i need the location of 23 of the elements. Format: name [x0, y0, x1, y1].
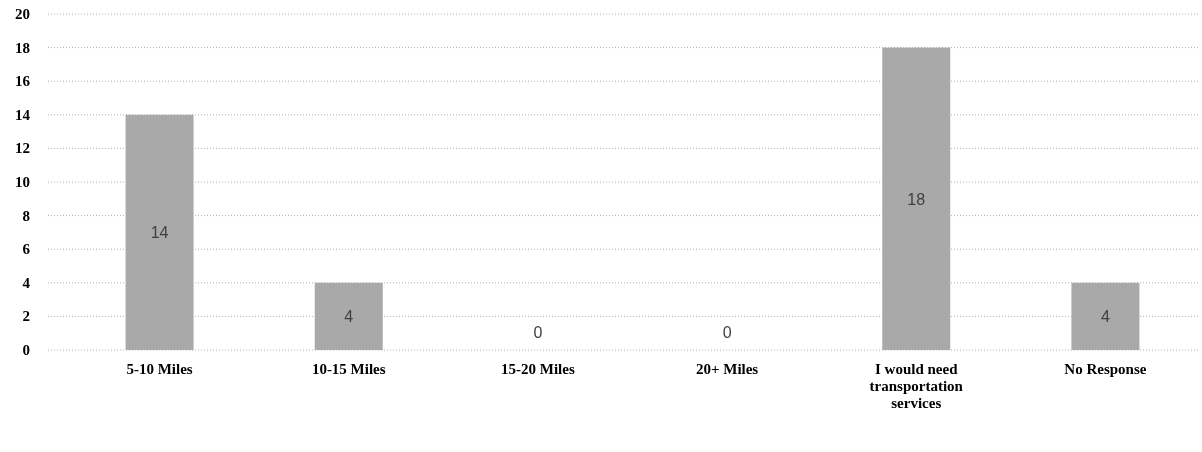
y-tick-label: 6 [22, 241, 31, 258]
data-label: 4 [1100, 308, 1110, 326]
data-label: 4 [344, 308, 354, 326]
data-label: 18 [907, 190, 926, 208]
y-tick-label: 4 [22, 274, 31, 291]
y-tick-label: 2 [22, 308, 30, 325]
data-label: 0 [722, 324, 732, 341]
x-tick-label: No Response [1064, 361, 1147, 377]
x-tick-label: I would need transportation services [869, 361, 964, 411]
y-tick-label: 16 [15, 73, 31, 90]
y-tick-label: 0 [22, 342, 30, 358]
y-tick-label: 8 [22, 207, 30, 224]
data-label: 14 [150, 224, 169, 242]
x-tick-label: 15-20 Miles [501, 361, 575, 377]
y-tick-label: 14 [15, 106, 31, 123]
data-label: 0 [533, 324, 543, 341]
y-tick-label: 18 [15, 39, 30, 56]
x-tick-label: 5-10 Miles [126, 361, 193, 377]
x-tick-label: 20+ Miles [695, 361, 759, 377]
y-tick-label: 12 [15, 140, 30, 157]
y-tick-label: 10 [15, 174, 30, 190]
x-tick-label: 10-15 Miles [311, 361, 386, 377]
y-tick-label: 20 [15, 6, 30, 22]
